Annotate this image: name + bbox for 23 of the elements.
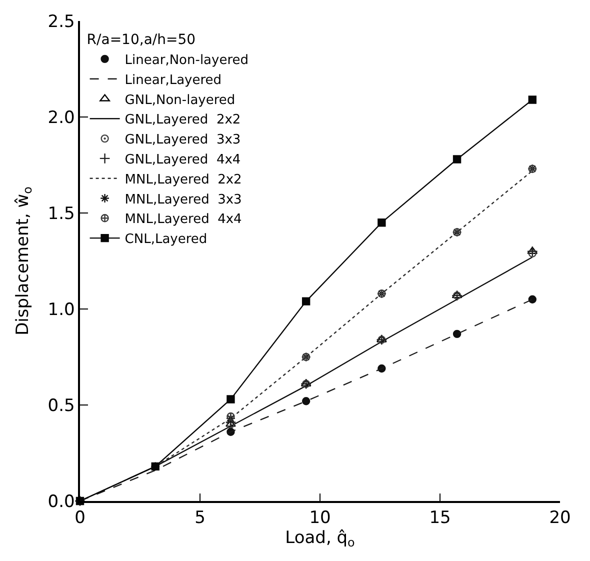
- legend-label: MNL,Layered 3x3: [124, 192, 242, 208]
- legend-title: R/a=10,a/h=50: [86, 32, 196, 48]
- legend-label: Linear,Non-layered: [124, 53, 249, 68]
- y-tick-label: 0.0: [48, 492, 75, 512]
- legend-label: CNL,Layered: [124, 232, 208, 248]
- legend-label: GNL,Layered 2x2: [124, 112, 241, 128]
- y-tick-label: 1.0: [48, 300, 75, 320]
- legend-label: Linear,Layered: [124, 72, 222, 88]
- x-tick-label: 0: [74, 508, 86, 528]
- y-tick-label: 2.0: [48, 108, 75, 128]
- legend-label: GNL,Non-layered: [124, 92, 236, 108]
- x-tick-label: 10: [309, 508, 331, 528]
- x-tick-label: 5: [194, 508, 206, 528]
- y-tick-label: 2.5: [48, 12, 75, 32]
- legend-label: GNL,Layered 3x3: [124, 132, 241, 148]
- y-tick-label: 0.5: [48, 396, 75, 416]
- legend-label: MNL,Layered 2x2: [124, 172, 242, 188]
- legend-label: MNL,Layered 4x4: [124, 212, 242, 228]
- x-tick-label: 20: [549, 508, 571, 528]
- legend-label: GNL,Layered 4x4: [124, 152, 241, 168]
- y-tick-label: 1.5: [48, 204, 75, 224]
- x-tick-label: 15: [429, 508, 451, 528]
- x-axis-title: Load, q̂$_{o}$: [285, 528, 355, 550]
